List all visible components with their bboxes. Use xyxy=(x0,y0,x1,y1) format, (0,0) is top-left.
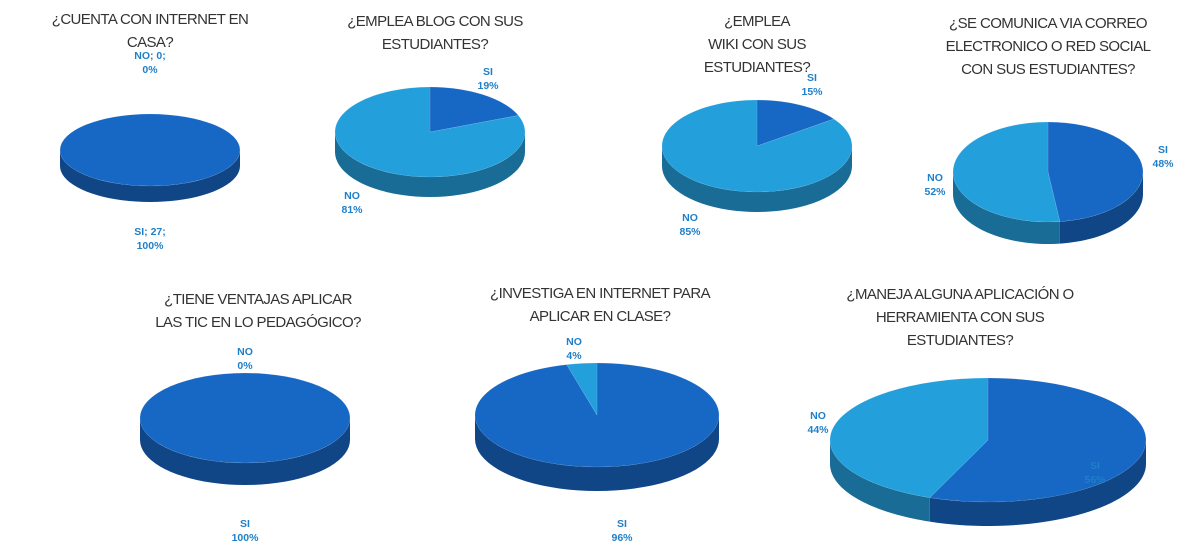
slice-side xyxy=(662,146,852,212)
slice-value-label: 56% xyxy=(1084,474,1106,486)
slice-category: NO xyxy=(810,410,826,422)
slice-side xyxy=(140,418,350,485)
chart-title: ¿EMPLEA BLOG CON SUS xyxy=(347,13,523,30)
slice-category: NO xyxy=(927,172,943,184)
slice-value-label: 48% xyxy=(1152,158,1174,170)
slice-value-label: 85% xyxy=(679,226,701,238)
slice-value-label: 19% xyxy=(477,80,499,92)
slice-category: SI xyxy=(240,518,250,530)
chart-title: ¿CUENTA CON INTERNET EN xyxy=(52,11,249,28)
slice-value-label: 52% xyxy=(924,186,946,198)
slice-value-label: 96% xyxy=(611,532,633,544)
chart-title: ¿SE COMUNICA VIA CORREO xyxy=(949,15,1147,32)
slice-category: NO xyxy=(682,212,698,224)
chart-title: CASA? xyxy=(127,34,173,51)
chart-title: ¿EMPLEA xyxy=(724,13,790,30)
slice xyxy=(334,86,526,178)
chart-title: ESTUDIANTES? xyxy=(382,36,488,53)
chart-title: ¿MANEJA ALGUNA APLICACIÓN O xyxy=(846,286,1073,303)
slice-side xyxy=(953,172,1060,244)
chart-title: ¿TIENE VENTAJAS APLICAR xyxy=(164,291,352,308)
slice-value-label: 0% xyxy=(142,64,158,76)
slice-category: SI; 27; xyxy=(134,226,166,238)
slice-category: SI xyxy=(617,518,627,530)
chart-title: APLICAR EN CLASE? xyxy=(530,308,671,325)
slice xyxy=(474,362,720,468)
slice xyxy=(756,99,835,147)
slice-category: SI xyxy=(1090,460,1100,472)
slice xyxy=(566,362,598,416)
slice-category: NO xyxy=(237,346,253,358)
slice-side xyxy=(1059,172,1143,244)
slice-value-label: 44% xyxy=(807,424,829,436)
chart-title: CON SUS ESTUDIANTES? xyxy=(961,61,1135,78)
slice xyxy=(429,86,519,133)
chart-title: ESTUDIANTES? xyxy=(907,332,1013,349)
slice-value-label: 0% xyxy=(237,360,253,372)
slice-value-label: 100% xyxy=(137,240,165,252)
slice xyxy=(59,113,241,187)
slice-value-label: 100% xyxy=(232,532,260,544)
slice-category: NO; 0; xyxy=(134,50,166,62)
slice-category: NO xyxy=(566,336,582,348)
slice-side xyxy=(335,132,525,197)
slice xyxy=(1047,121,1144,222)
slice-value-label: 81% xyxy=(341,204,363,216)
slice xyxy=(661,99,853,193)
slice xyxy=(929,377,1147,503)
chart-title: ELECTRONICO O RED SOCIAL xyxy=(946,38,1151,55)
chart-title: LAS TIC EN LO PEDAGÓGICO? xyxy=(155,314,361,331)
slice-category: NO xyxy=(344,190,360,202)
chart-title: HERRAMIENTA CON SUS xyxy=(876,309,1045,326)
chart-title: WIKI CON SUS xyxy=(708,36,806,53)
slice-category: SI xyxy=(483,66,493,78)
slice-side xyxy=(60,150,240,202)
slice-value-label: 4% xyxy=(566,350,582,362)
slice-category: SI xyxy=(807,72,817,84)
slice-side xyxy=(830,440,930,522)
slice-category: SI xyxy=(1158,144,1168,156)
slice xyxy=(952,121,1061,223)
slice xyxy=(829,377,989,498)
slice-side xyxy=(475,415,719,491)
slice-side xyxy=(929,440,1146,526)
chart-title: ESTUDIANTES? xyxy=(704,59,810,76)
slice-value-label: 15% xyxy=(801,86,823,98)
slice xyxy=(139,372,351,464)
chart-title: ¿INVESTIGA EN INTERNET PARA xyxy=(490,285,711,302)
